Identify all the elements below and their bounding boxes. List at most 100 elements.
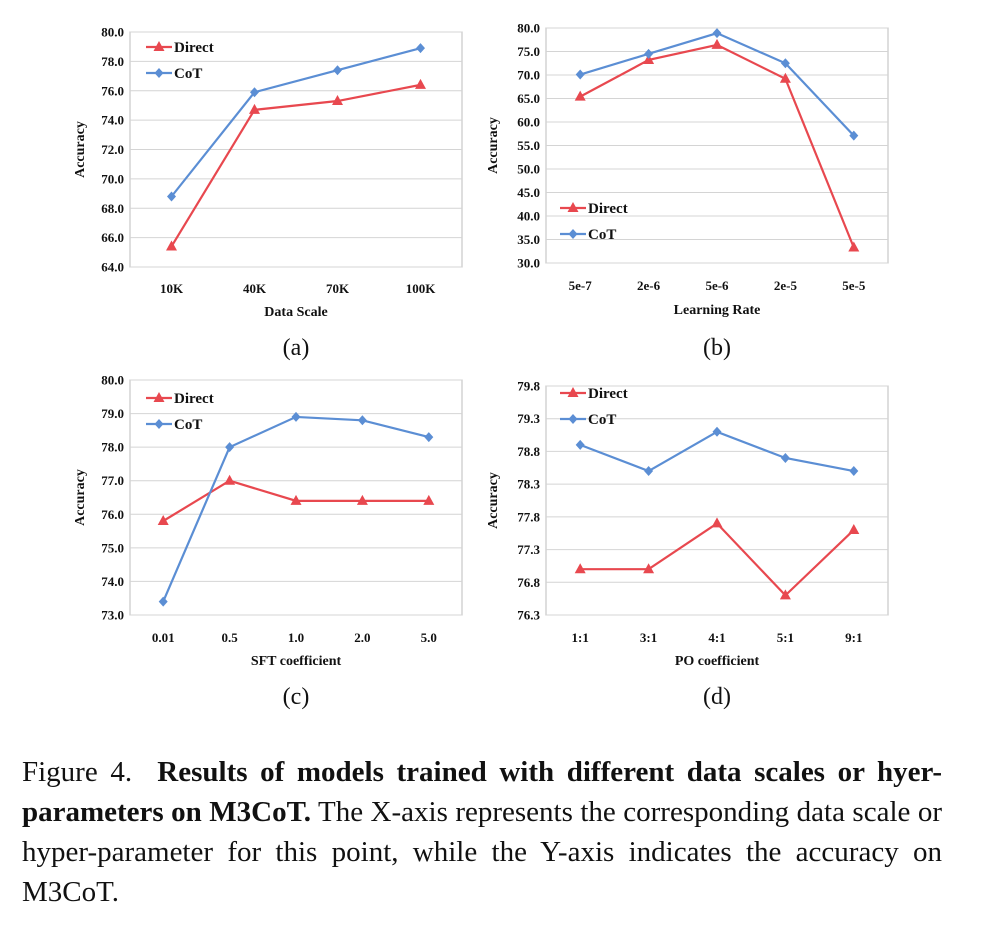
y-tick-label-2: 79.0 bbox=[101, 406, 124, 421]
x-axis-title-1: Learning Rate bbox=[674, 303, 761, 318]
y-tick-label-1: 65.0 bbox=[517, 91, 540, 106]
y-tick-label-0: 68.0 bbox=[101, 201, 124, 216]
y-tick-label-3: 78.8 bbox=[517, 444, 540, 459]
x-tick-label-3: 4:1 bbox=[708, 630, 725, 645]
y-axis-title-3: Accuracy bbox=[486, 472, 501, 529]
legend-marker-direct-1 bbox=[567, 202, 579, 212]
y-tick-label-2: 75.0 bbox=[101, 540, 124, 555]
y-tick-label-3: 79.3 bbox=[517, 411, 540, 426]
legend-marker-cot-0 bbox=[154, 68, 164, 78]
data-point-cot-0 bbox=[167, 191, 176, 202]
data-point-cot-2 bbox=[424, 432, 434, 443]
y-tick-label-2: 73.0 bbox=[101, 608, 124, 623]
y-tick-label-0: 64.0 bbox=[101, 260, 124, 275]
data-point-cot-1 bbox=[644, 48, 654, 59]
data-point-cot-2 bbox=[291, 411, 301, 422]
x-tick-label-0: 70K bbox=[326, 281, 350, 296]
y-tick-label-1: 75.0 bbox=[517, 44, 540, 59]
x-tick-label-1: 2e-5 bbox=[774, 278, 798, 293]
y-tick-label-0: 78.0 bbox=[101, 54, 124, 69]
legend-marker-cot-1 bbox=[568, 229, 578, 239]
y-tick-label-2: 77.0 bbox=[101, 473, 124, 488]
data-point-cot-2 bbox=[158, 596, 168, 607]
series-line-direct-0 bbox=[170, 83, 421, 248]
legend-label-direct-2: Direct bbox=[174, 391, 214, 407]
data-point-direct-2 bbox=[157, 515, 169, 525]
data-point-direct-2 bbox=[356, 494, 368, 505]
y-tick-label-3: 76.8 bbox=[517, 575, 540, 590]
data-point-cot-0 bbox=[333, 65, 342, 76]
data-point-direct-2 bbox=[423, 494, 435, 505]
data-point-direct-1 bbox=[779, 72, 791, 83]
x-tick-label-0: 40K bbox=[243, 281, 267, 296]
y-axis-title-2: Accuracy bbox=[73, 469, 88, 526]
y-tick-label-1: 50.0 bbox=[517, 162, 540, 177]
legend-label-direct-0: Direct bbox=[174, 40, 214, 56]
y-tick-label-0: 76.0 bbox=[101, 83, 124, 98]
y-tick-label-3: 77.8 bbox=[517, 509, 540, 524]
legend-label-cot-1: CoT bbox=[588, 227, 616, 243]
data-point-cot-1 bbox=[575, 69, 585, 80]
data-point-cot-2 bbox=[225, 442, 235, 453]
data-point-direct-0 bbox=[166, 240, 177, 251]
data-point-cot-3 bbox=[849, 466, 859, 477]
x-tick-label-2: 1.0 bbox=[288, 630, 304, 645]
legend-label-direct-1: Direct bbox=[588, 201, 628, 217]
x-tick-label-1: 5e-6 bbox=[705, 278, 729, 293]
series-line-cot-2 bbox=[162, 415, 430, 603]
data-point-direct-1 bbox=[711, 38, 723, 49]
x-axis-title-0: Data Scale bbox=[264, 305, 327, 320]
legend-label-direct-3: Direct bbox=[588, 386, 628, 402]
y-tick-label-2: 78.0 bbox=[101, 440, 124, 455]
data-point-cot-1 bbox=[780, 58, 790, 69]
x-tick-label-2: 2.0 bbox=[354, 630, 370, 645]
x-tick-label-2: 5.0 bbox=[421, 630, 437, 645]
legend-label-cot-2: CoT bbox=[174, 417, 202, 433]
panel-label-2: (c) bbox=[283, 684, 310, 710]
y-tick-label-0: 70.0 bbox=[101, 171, 124, 186]
series-line-cot-0 bbox=[170, 47, 421, 198]
y-tick-label-1: 55.0 bbox=[517, 138, 540, 153]
y-tick-label-0: 80.0 bbox=[101, 25, 124, 40]
y-tick-label-3: 78.3 bbox=[517, 477, 540, 492]
y-tick-label-0: 72.0 bbox=[101, 142, 124, 157]
legend-label-cot-0: CoT bbox=[174, 66, 202, 82]
y-tick-label-0: 74.0 bbox=[101, 113, 124, 128]
y-tick-label-3: 79.8 bbox=[517, 379, 540, 394]
y-tick-label-1: 70.0 bbox=[517, 68, 540, 83]
chart-0: 64.0 66.0 68.0 70.0 72.0 74.0 76.0 78.0 80.0 10K 4… bbox=[73, 25, 463, 361]
y-tick-label-0: 66.0 bbox=[101, 230, 124, 245]
data-point-cot-2 bbox=[357, 415, 367, 426]
x-tick-label-3: 9:1 bbox=[845, 630, 862, 645]
data-point-direct-2 bbox=[224, 474, 236, 485]
x-tick-label-0: 100K bbox=[406, 281, 437, 296]
legend-marker-direct-3 bbox=[567, 387, 579, 397]
x-tick-label-1: 5e-5 bbox=[842, 278, 866, 293]
y-tick-label-1: 45.0 bbox=[517, 185, 540, 200]
panel-label-0: (a) bbox=[283, 335, 310, 361]
data-point-direct-3 bbox=[711, 517, 723, 528]
x-tick-label-2: 0.5 bbox=[221, 630, 238, 645]
series-line-direct-3 bbox=[580, 521, 855, 597]
caption-figure-label: Figure 4. bbox=[22, 756, 133, 788]
data-point-cot-0 bbox=[416, 43, 425, 54]
x-tick-label-0: 10K bbox=[160, 281, 184, 296]
data-point-direct-1 bbox=[574, 90, 586, 101]
data-point-cot-1 bbox=[849, 130, 859, 141]
data-point-cot-1 bbox=[712, 28, 722, 39]
data-point-direct-0 bbox=[249, 103, 260, 114]
data-point-direct-3 bbox=[779, 589, 791, 600]
data-point-direct-1 bbox=[643, 53, 655, 64]
y-tick-label-2: 76.0 bbox=[101, 507, 124, 522]
figure-4-charts: 64.0 66.0 68.0 70.0 72.0 74.0 76.0 78.0 80.0 10K 4… bbox=[73, 21, 889, 710]
caption-bold-title: Results of models trained with different… bbox=[22, 756, 942, 828]
data-point-direct-3 bbox=[848, 523, 860, 534]
data-point-direct-2 bbox=[290, 494, 302, 505]
legend-marker-cot-2 bbox=[154, 419, 164, 429]
panel-label-1: (b) bbox=[703, 335, 731, 361]
figure-caption: Figure 4. Results of models trained with… bbox=[22, 752, 942, 912]
data-point-cot-3 bbox=[780, 452, 790, 463]
data-point-cot-3 bbox=[575, 439, 585, 450]
data-point-cot-3 bbox=[644, 466, 654, 477]
legend-marker-direct-0 bbox=[153, 41, 165, 51]
